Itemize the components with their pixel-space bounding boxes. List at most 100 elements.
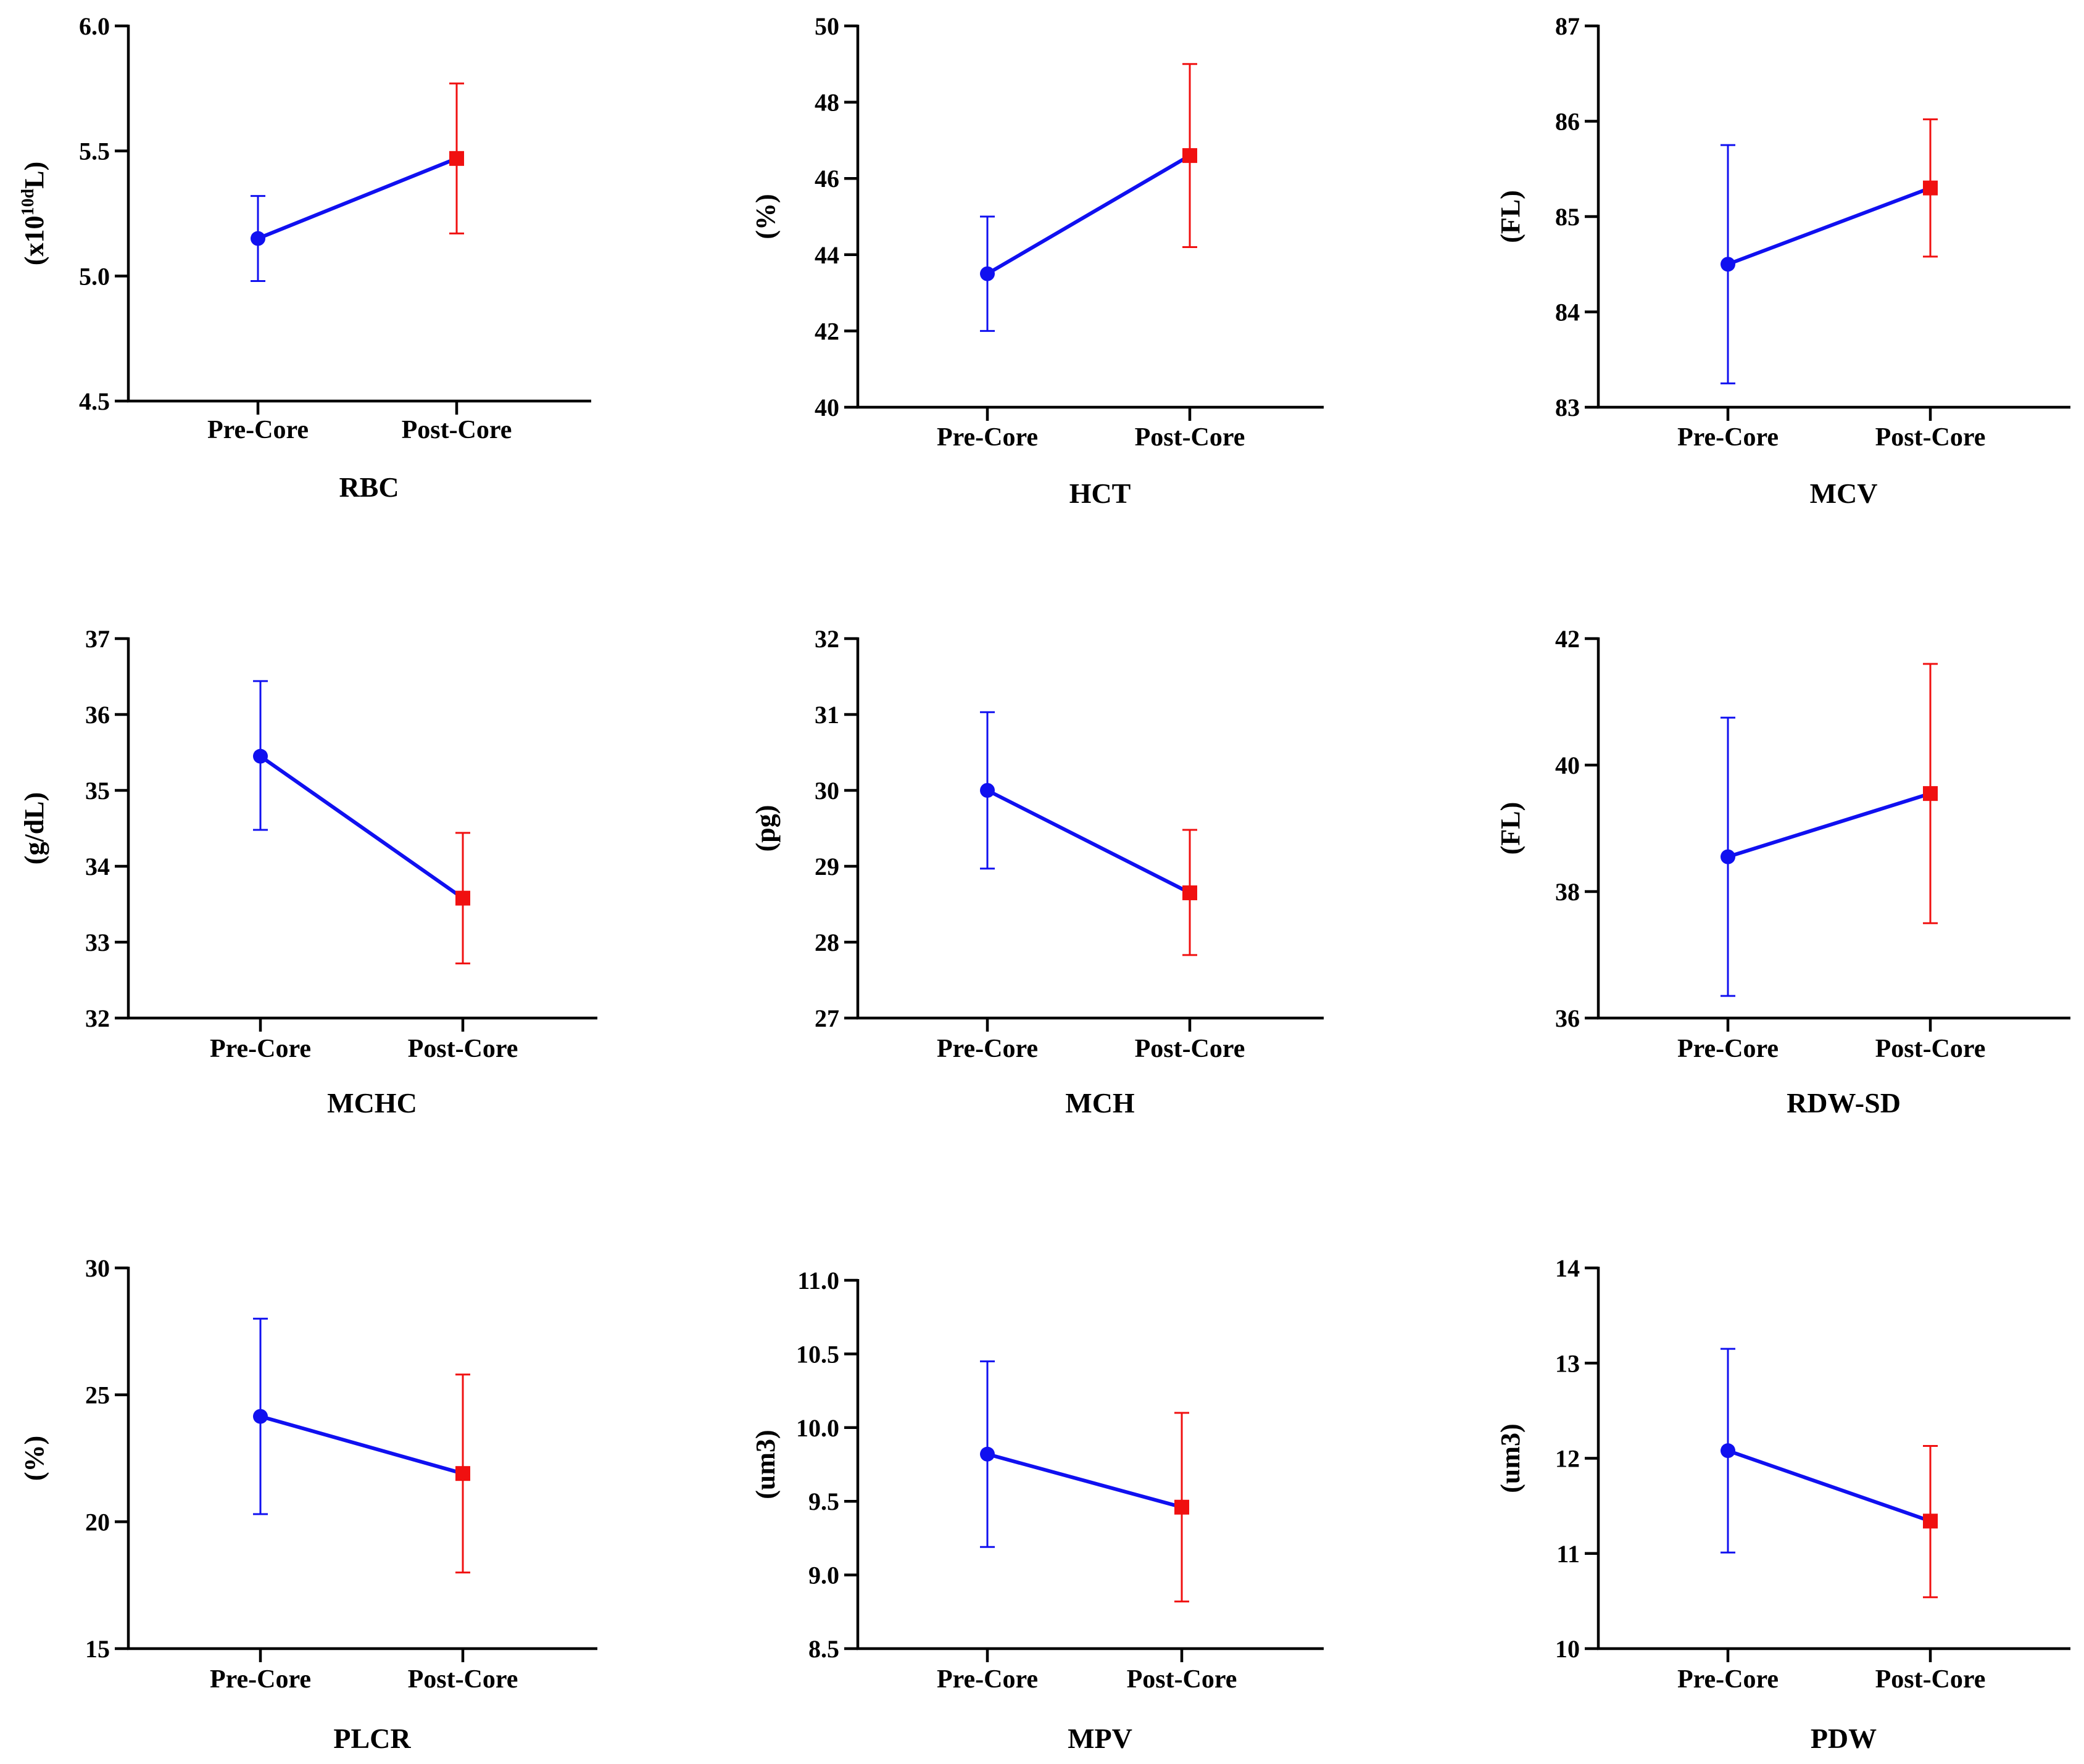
data-point-pre (980, 266, 995, 281)
y-tick-label: 86 (1555, 108, 1580, 136)
data-point-post (455, 1466, 470, 1481)
y-tick-label: 42 (815, 317, 839, 345)
y-tick-label: 4.5 (79, 387, 110, 415)
y-axis-label: (x1010dL) (19, 162, 49, 265)
y-axis-label: (FL) (1495, 190, 1526, 243)
chart-panel-mcv: 83 84 85 86 87 Pre-Core Post-Core MCV (FL) (1495, 12, 2070, 509)
y-tick-label: 10 (1555, 1635, 1580, 1663)
y-tick-label: 46 (815, 165, 839, 193)
y-tick-label: 9.5 (808, 1488, 839, 1515)
data-point-post (449, 151, 464, 166)
data-point-post (1182, 148, 1197, 164)
data-point-pre (1721, 257, 1735, 272)
y-tick-label: 32 (85, 1004, 110, 1032)
y-tick-label: 28 (815, 929, 839, 956)
panel-title: MCHC (327, 1087, 417, 1119)
series-line (260, 1414, 463, 1476)
series-line (1727, 1449, 1931, 1523)
panel-title: PDW (1811, 1723, 1877, 1754)
y-tick-label: 15 (85, 1635, 110, 1663)
y-tick-label: 6.0 (79, 12, 110, 40)
x-tick-label: Pre-Core (937, 1035, 1038, 1063)
series-line (987, 1452, 1182, 1509)
y-tick-label: 36 (1555, 1004, 1580, 1032)
series-line (986, 154, 1191, 276)
y-tick-label: 12 (1555, 1445, 1580, 1473)
y-tick-label: 83 (1555, 394, 1580, 421)
y-tick-label: 84 (1555, 299, 1580, 326)
panel-title: RBC (339, 471, 399, 503)
x-tick-label: Post-Core (408, 1035, 518, 1063)
y-tick-label: 10.0 (796, 1414, 839, 1442)
x-tick-label: Post-Core (1875, 423, 1986, 452)
panel-title: PLCR (333, 1723, 411, 1754)
y-axis-label: (%) (19, 1436, 49, 1481)
chart-panel-pdw: 10 11 12 13 14 Pre-Core Post-Core PDW (um3) (1495, 1254, 2070, 1754)
series-line (1727, 186, 1932, 267)
y-axis-label: (pg) (750, 805, 781, 852)
y-tick-label: 32 (815, 625, 839, 653)
y-tick-label: 87 (1555, 12, 1580, 40)
y-tick-label: 11.0 (797, 1267, 839, 1294)
y-tick-label: 85 (1555, 203, 1580, 231)
y-tick-label: 48 (815, 89, 839, 117)
x-tick-label: Post-Core (1127, 1665, 1237, 1694)
y-tick-label: 11 (1556, 1540, 1580, 1568)
data-point-post (1182, 885, 1197, 901)
data-point-post (1923, 786, 1938, 801)
data-point-pre (980, 1446, 995, 1462)
y-tick-label: 14 (1555, 1254, 1580, 1282)
y-tick-label: 34 (85, 853, 110, 880)
chart-panel-rdw-sd: 36 38 40 42 Pre-Core Post-Core RDW-SD (FL) (1495, 625, 2070, 1119)
y-tick-label: 40 (815, 394, 839, 421)
y-tick-label: 40 (1555, 752, 1580, 779)
y-tick-label: 29 (815, 853, 839, 880)
y-tick-label: 37 (85, 625, 110, 653)
y-tick-label: 27 (815, 1004, 839, 1032)
y-axis-label: (um3) (1495, 1423, 1526, 1493)
x-tick-label: Post-Core (408, 1665, 518, 1694)
x-tick-label: Post-Core (1135, 1035, 1245, 1063)
y-axis-label: (%) (750, 194, 781, 239)
y-tick-label: 30 (85, 1254, 110, 1282)
panel-title: HCT (1069, 478, 1131, 509)
data-point-post (1923, 1513, 1938, 1529)
panel-title: MCV (1810, 478, 1878, 509)
x-tick-label: Pre-Core (210, 1665, 311, 1694)
data-point-pre (1721, 849, 1735, 864)
y-tick-label: 25 (85, 1381, 110, 1409)
y-tick-label: 13 (1555, 1349, 1580, 1377)
data-point-pre (980, 783, 995, 798)
y-tick-label: 8.5 (808, 1635, 839, 1663)
y-tick-label: 5.5 (79, 138, 110, 165)
x-tick-label: Pre-Core (1677, 1665, 1779, 1694)
y-tick-label: 10.5 (796, 1340, 839, 1368)
y-tick-label: 35 (85, 777, 110, 805)
y-tick-label: 5.0 (79, 262, 110, 290)
y-tick-label: 9.0 (808, 1562, 839, 1589)
x-tick-label: Pre-Core (210, 1035, 311, 1063)
series-line (986, 789, 1191, 895)
x-tick-label: Pre-Core (1677, 1035, 1779, 1063)
y-tick-label: 20 (85, 1508, 110, 1536)
y-tick-label: 31 (815, 701, 839, 729)
series-line (1727, 792, 1931, 859)
data-point-pre (253, 748, 268, 764)
chart-panel-mpv: 8.5 9.0 9.5 10.0 10.5 11.0 Pre-Core Post-Core MP… (750, 1267, 1324, 1754)
x-tick-label: Post-Core (1135, 423, 1245, 452)
data-point-post (1174, 1499, 1189, 1515)
data-point-pre (251, 231, 265, 246)
y-tick-label: 38 (1555, 878, 1580, 906)
y-tick-label: 50 (815, 12, 839, 40)
x-tick-label: Pre-Core (937, 423, 1038, 452)
y-tick-label: 44 (815, 241, 839, 269)
y-axis-label: (um3) (750, 1430, 781, 1499)
x-tick-label: Post-Core (1875, 1035, 1986, 1063)
data-point-post (455, 890, 470, 906)
x-tick-label: Pre-Core (937, 1665, 1038, 1694)
panel-title: RDW-SD (1787, 1087, 1901, 1119)
data-point-pre (1721, 1443, 1735, 1459)
